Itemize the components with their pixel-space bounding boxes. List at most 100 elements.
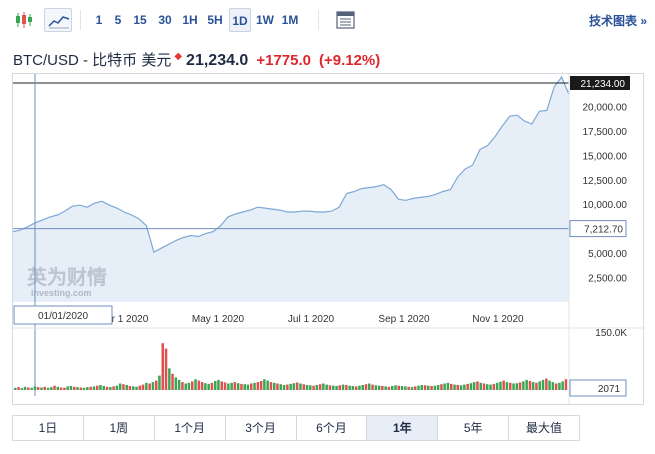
volume-bar — [505, 382, 509, 390]
volume-bar — [59, 387, 63, 390]
interval-button-1m[interactable]: 1M — [281, 13, 299, 27]
volume-bar — [554, 383, 558, 390]
volume-bar — [109, 387, 112, 390]
volume-bar — [512, 383, 515, 390]
price-change-percent: (+9.12%) — [318, 52, 381, 69]
volume-bar — [151, 382, 155, 390]
y-tick-label: 10,000.00 — [583, 200, 628, 211]
interval-button-1h[interactable]: 1H — [182, 13, 198, 27]
y-tick-label: 15,000.00 — [583, 151, 628, 162]
period-button[interactable]: 1个月 — [155, 416, 226, 440]
volume-bar — [194, 379, 197, 390]
volume-bar — [472, 382, 476, 390]
volume-bar — [387, 386, 391, 390]
volume-bar — [66, 386, 69, 390]
volume-bar — [436, 385, 440, 390]
volume-bar — [161, 343, 164, 390]
toolbar-divider — [318, 10, 319, 30]
x-tick-label: Mar 1 2020 — [98, 314, 149, 325]
x-tick-label: Jul 1 2020 — [288, 314, 335, 325]
volume-bar — [168, 368, 171, 390]
volume-bar — [413, 386, 417, 390]
volume-bar — [171, 373, 174, 390]
interval-button-1w[interactable]: 1W — [256, 13, 274, 27]
candlestick-icon[interactable] — [10, 8, 38, 32]
y-tick-label: 5,000.00 — [588, 249, 627, 260]
volume-bar — [446, 382, 450, 390]
interval-button-1[interactable]: 1 — [95, 13, 103, 27]
volume-bar — [322, 383, 325, 390]
volume-bar — [440, 384, 443, 390]
volume-bar — [263, 379, 266, 390]
y-tick-label: 2,500.00 — [588, 274, 627, 285]
volume-bar — [518, 382, 522, 390]
volume-bar — [155, 380, 158, 390]
volume-bar — [551, 382, 555, 390]
interval-button-30[interactable]: 30 — [158, 13, 172, 27]
volume-bar — [377, 385, 381, 390]
volume-bar — [312, 385, 315, 390]
volume-bar — [99, 385, 102, 390]
volume-bar — [309, 385, 312, 390]
period-button[interactable]: 5年 — [438, 416, 510, 440]
volume-bar — [112, 386, 115, 390]
volume-bar — [76, 387, 79, 390]
volume-bar — [243, 384, 246, 390]
volume-bar — [489, 384, 492, 390]
volume-bar — [92, 386, 96, 390]
volume-bar — [332, 385, 335, 390]
volume-bar — [86, 387, 89, 390]
volume-bar — [197, 380, 201, 390]
volume-bar — [158, 375, 161, 390]
period-button[interactable]: 1周 — [84, 416, 155, 440]
volume-bar — [482, 383, 486, 390]
interval-button-5h[interactable]: 5H — [207, 13, 223, 27]
volume-bar — [302, 384, 305, 390]
cursor-price-label: 7,212.70 — [584, 225, 623, 236]
x-tick-label: May 1 2020 — [192, 314, 245, 325]
volume-bar — [318, 384, 322, 390]
volume-bar — [279, 384, 282, 390]
volume-bar — [295, 382, 299, 390]
period-button[interactable]: 6个月 — [297, 416, 368, 440]
volume-bar — [541, 379, 545, 390]
price-line — [13, 75, 570, 253]
volume-bar — [328, 385, 332, 390]
interval-button-15[interactable]: 15 — [133, 13, 147, 27]
period-button[interactable]: 1年 — [367, 416, 439, 440]
volume-bar — [200, 382, 204, 390]
area-line-icon[interactable] — [44, 8, 72, 32]
period-button[interactable]: 最大值 — [526, 421, 563, 435]
period-selector: 1日 1周 1个月 3个月 6个月 1年 5年 最大值 — [12, 415, 580, 441]
interval-button-5[interactable]: 5 — [114, 13, 122, 27]
volume-bar — [368, 383, 371, 390]
volume-bar — [20, 388, 24, 390]
interval-button-1d[interactable]: 1D — [229, 8, 251, 32]
volume-current-label: 2071 — [598, 384, 621, 395]
cursor-date-label: 01/01/2020 — [38, 311, 88, 322]
last-price-label: 21,234.00 — [581, 79, 626, 90]
volume-bar — [495, 382, 499, 390]
volume-bar — [351, 386, 355, 390]
volume-bar — [214, 381, 217, 390]
volume-bar — [217, 379, 220, 390]
volume-bar — [354, 386, 358, 390]
volume-bar — [381, 386, 384, 390]
volume-bar — [17, 387, 20, 390]
settings-panel-icon[interactable] — [332, 8, 360, 32]
live-marker: ◆ — [174, 51, 183, 62]
y-tick-label: 20,000.00 — [583, 102, 628, 113]
period-button[interactable]: 3个月 — [226, 416, 297, 440]
technical-chart-link[interactable]: 技术图表 » — [588, 14, 647, 28]
volume-bar — [132, 386, 135, 390]
volume-bar — [223, 382, 227, 390]
volume-bar — [43, 386, 46, 390]
volume-bar — [46, 387, 50, 390]
volume-bar — [164, 348, 168, 390]
volume-bar — [118, 383, 122, 390]
toolbar-divider — [80, 10, 81, 30]
period-button[interactable]: 1日 — [13, 416, 84, 440]
volume-bar — [564, 379, 568, 390]
volume-bar — [53, 385, 56, 390]
